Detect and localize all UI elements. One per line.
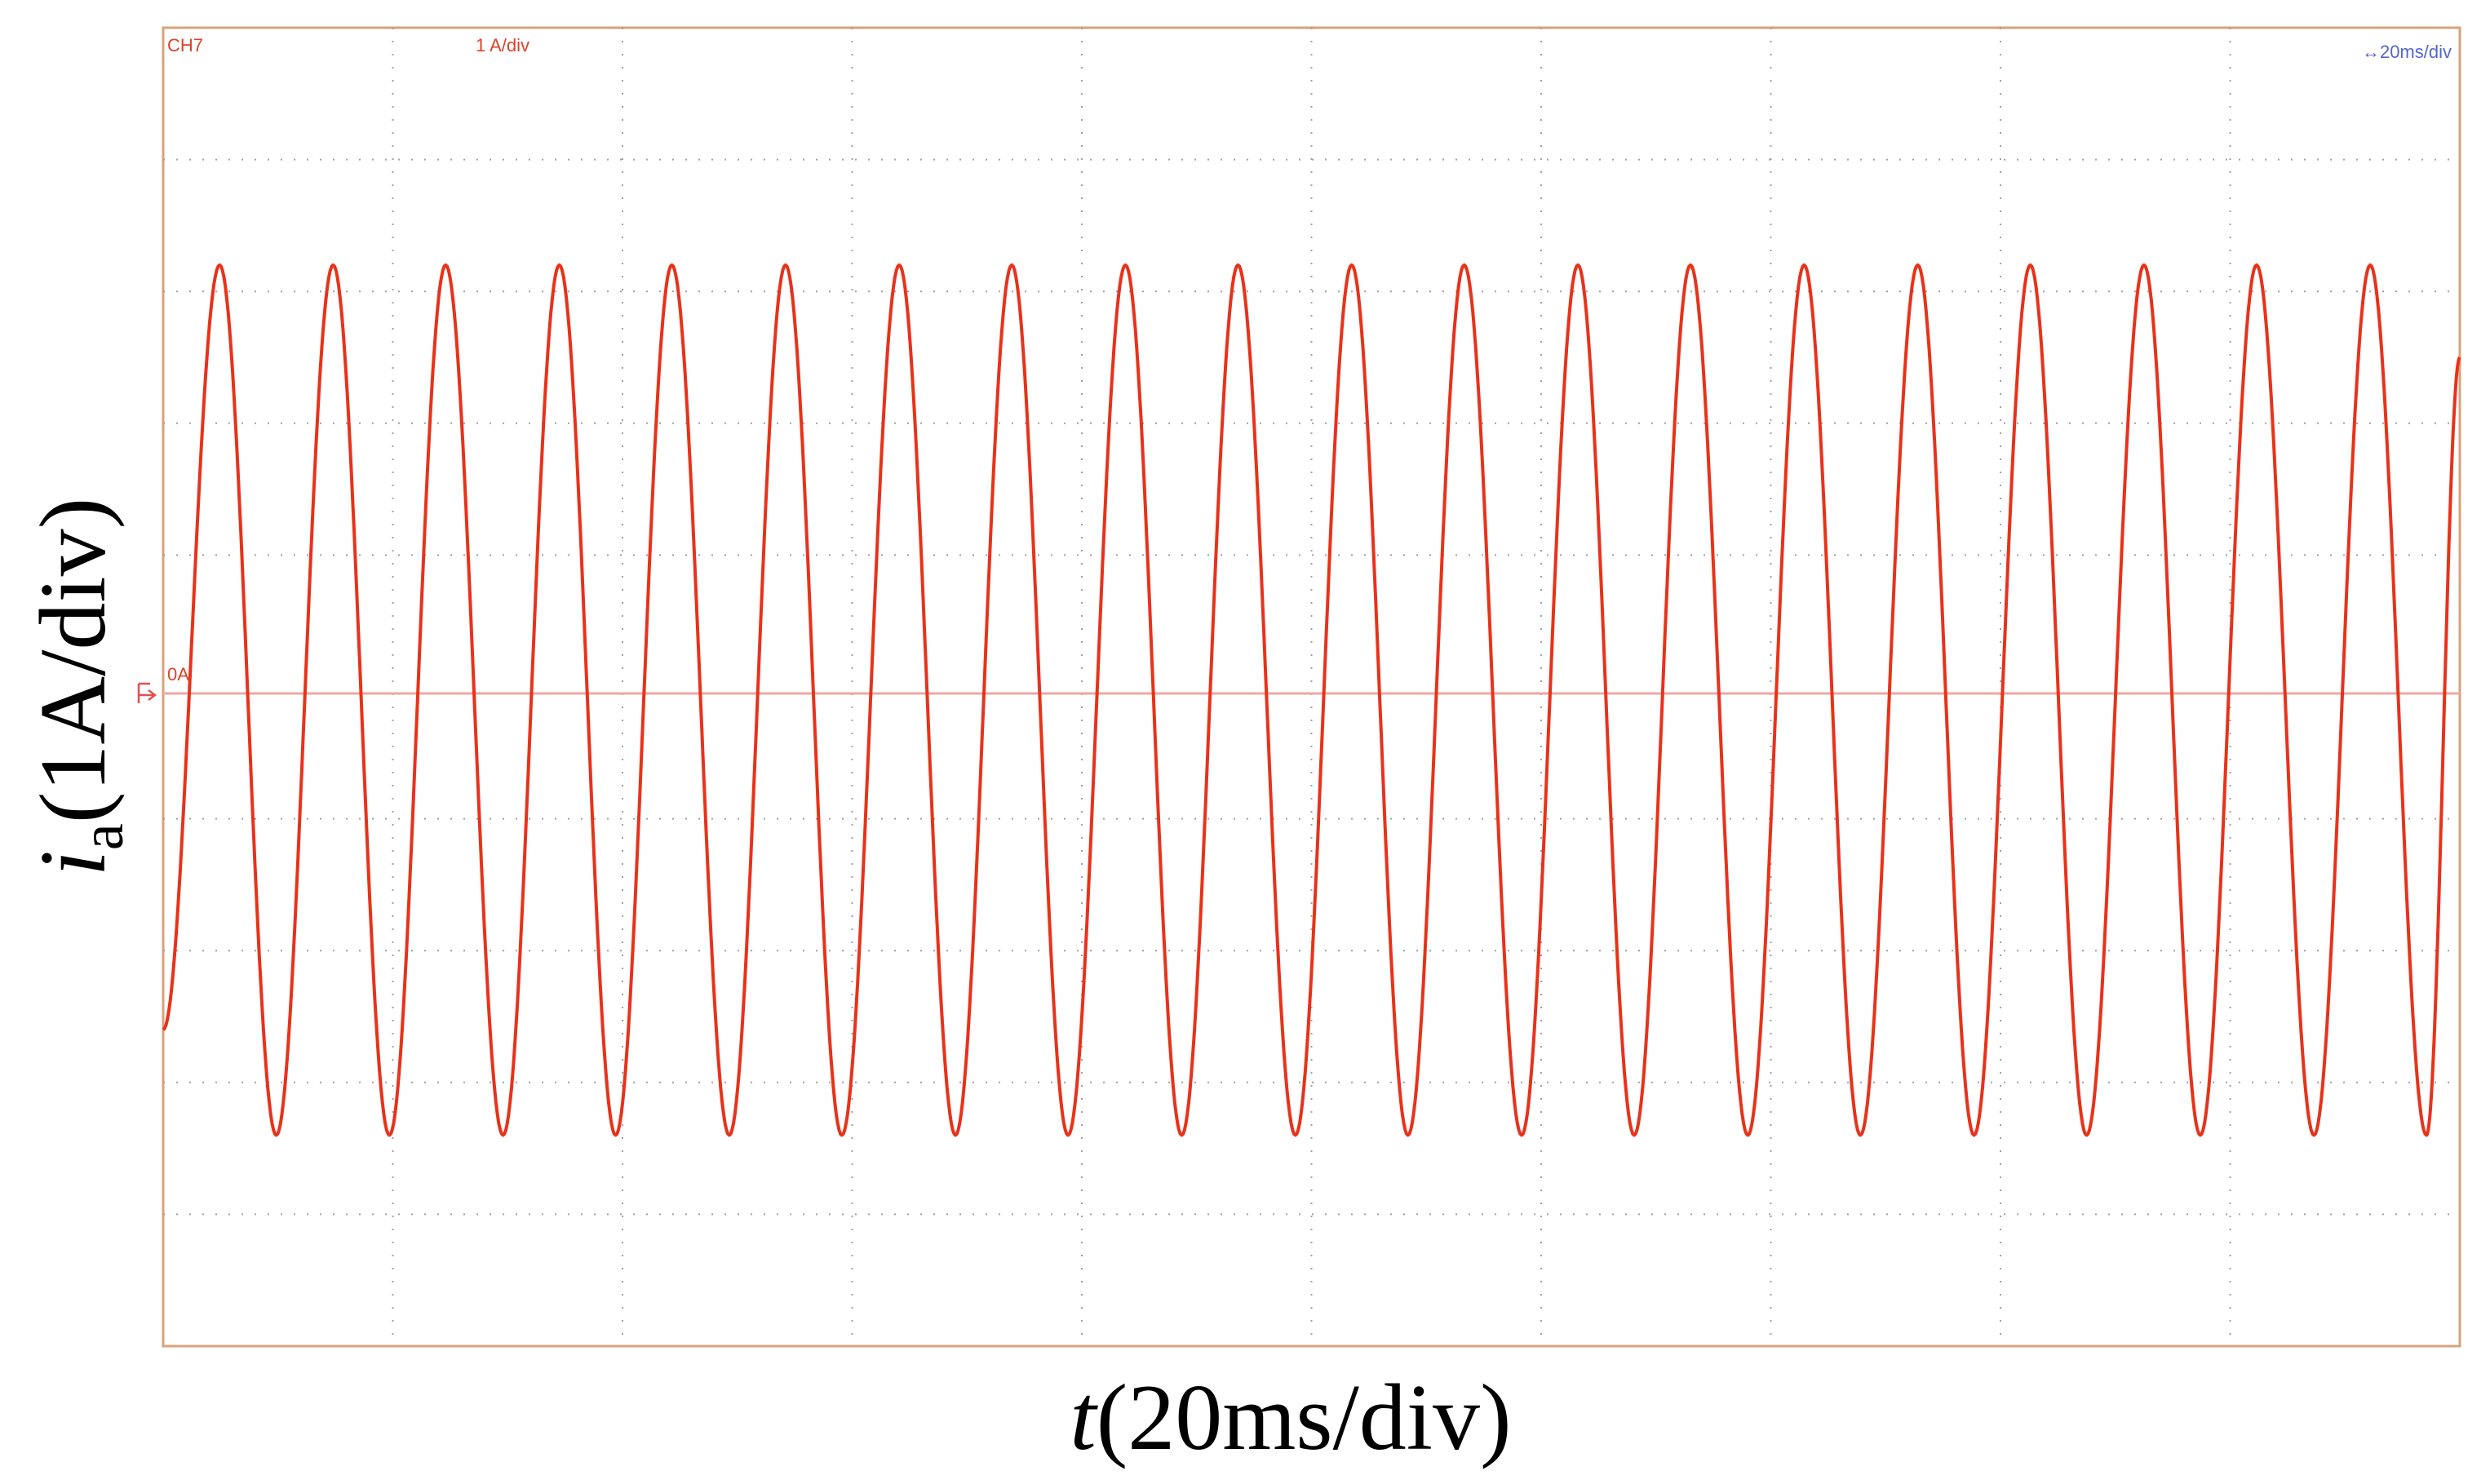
y-axis-label: ia(1A/div): [21, 498, 136, 877]
ground-reference-icon: [137, 682, 157, 703]
double-arrow-icon: ↔: [2362, 42, 2380, 62]
ground-label: 0A: [167, 664, 189, 684]
timebase-label: ↔20ms/div: [2362, 42, 2452, 62]
channel-scale: 1 A/div: [476, 35, 529, 55]
plot-frame: [162, 26, 2461, 1348]
channel-name: CH7: [167, 35, 203, 55]
x-axis-label: t(20ms/div): [1070, 1366, 1511, 1470]
current-trace-ia: [162, 263, 2461, 1137]
